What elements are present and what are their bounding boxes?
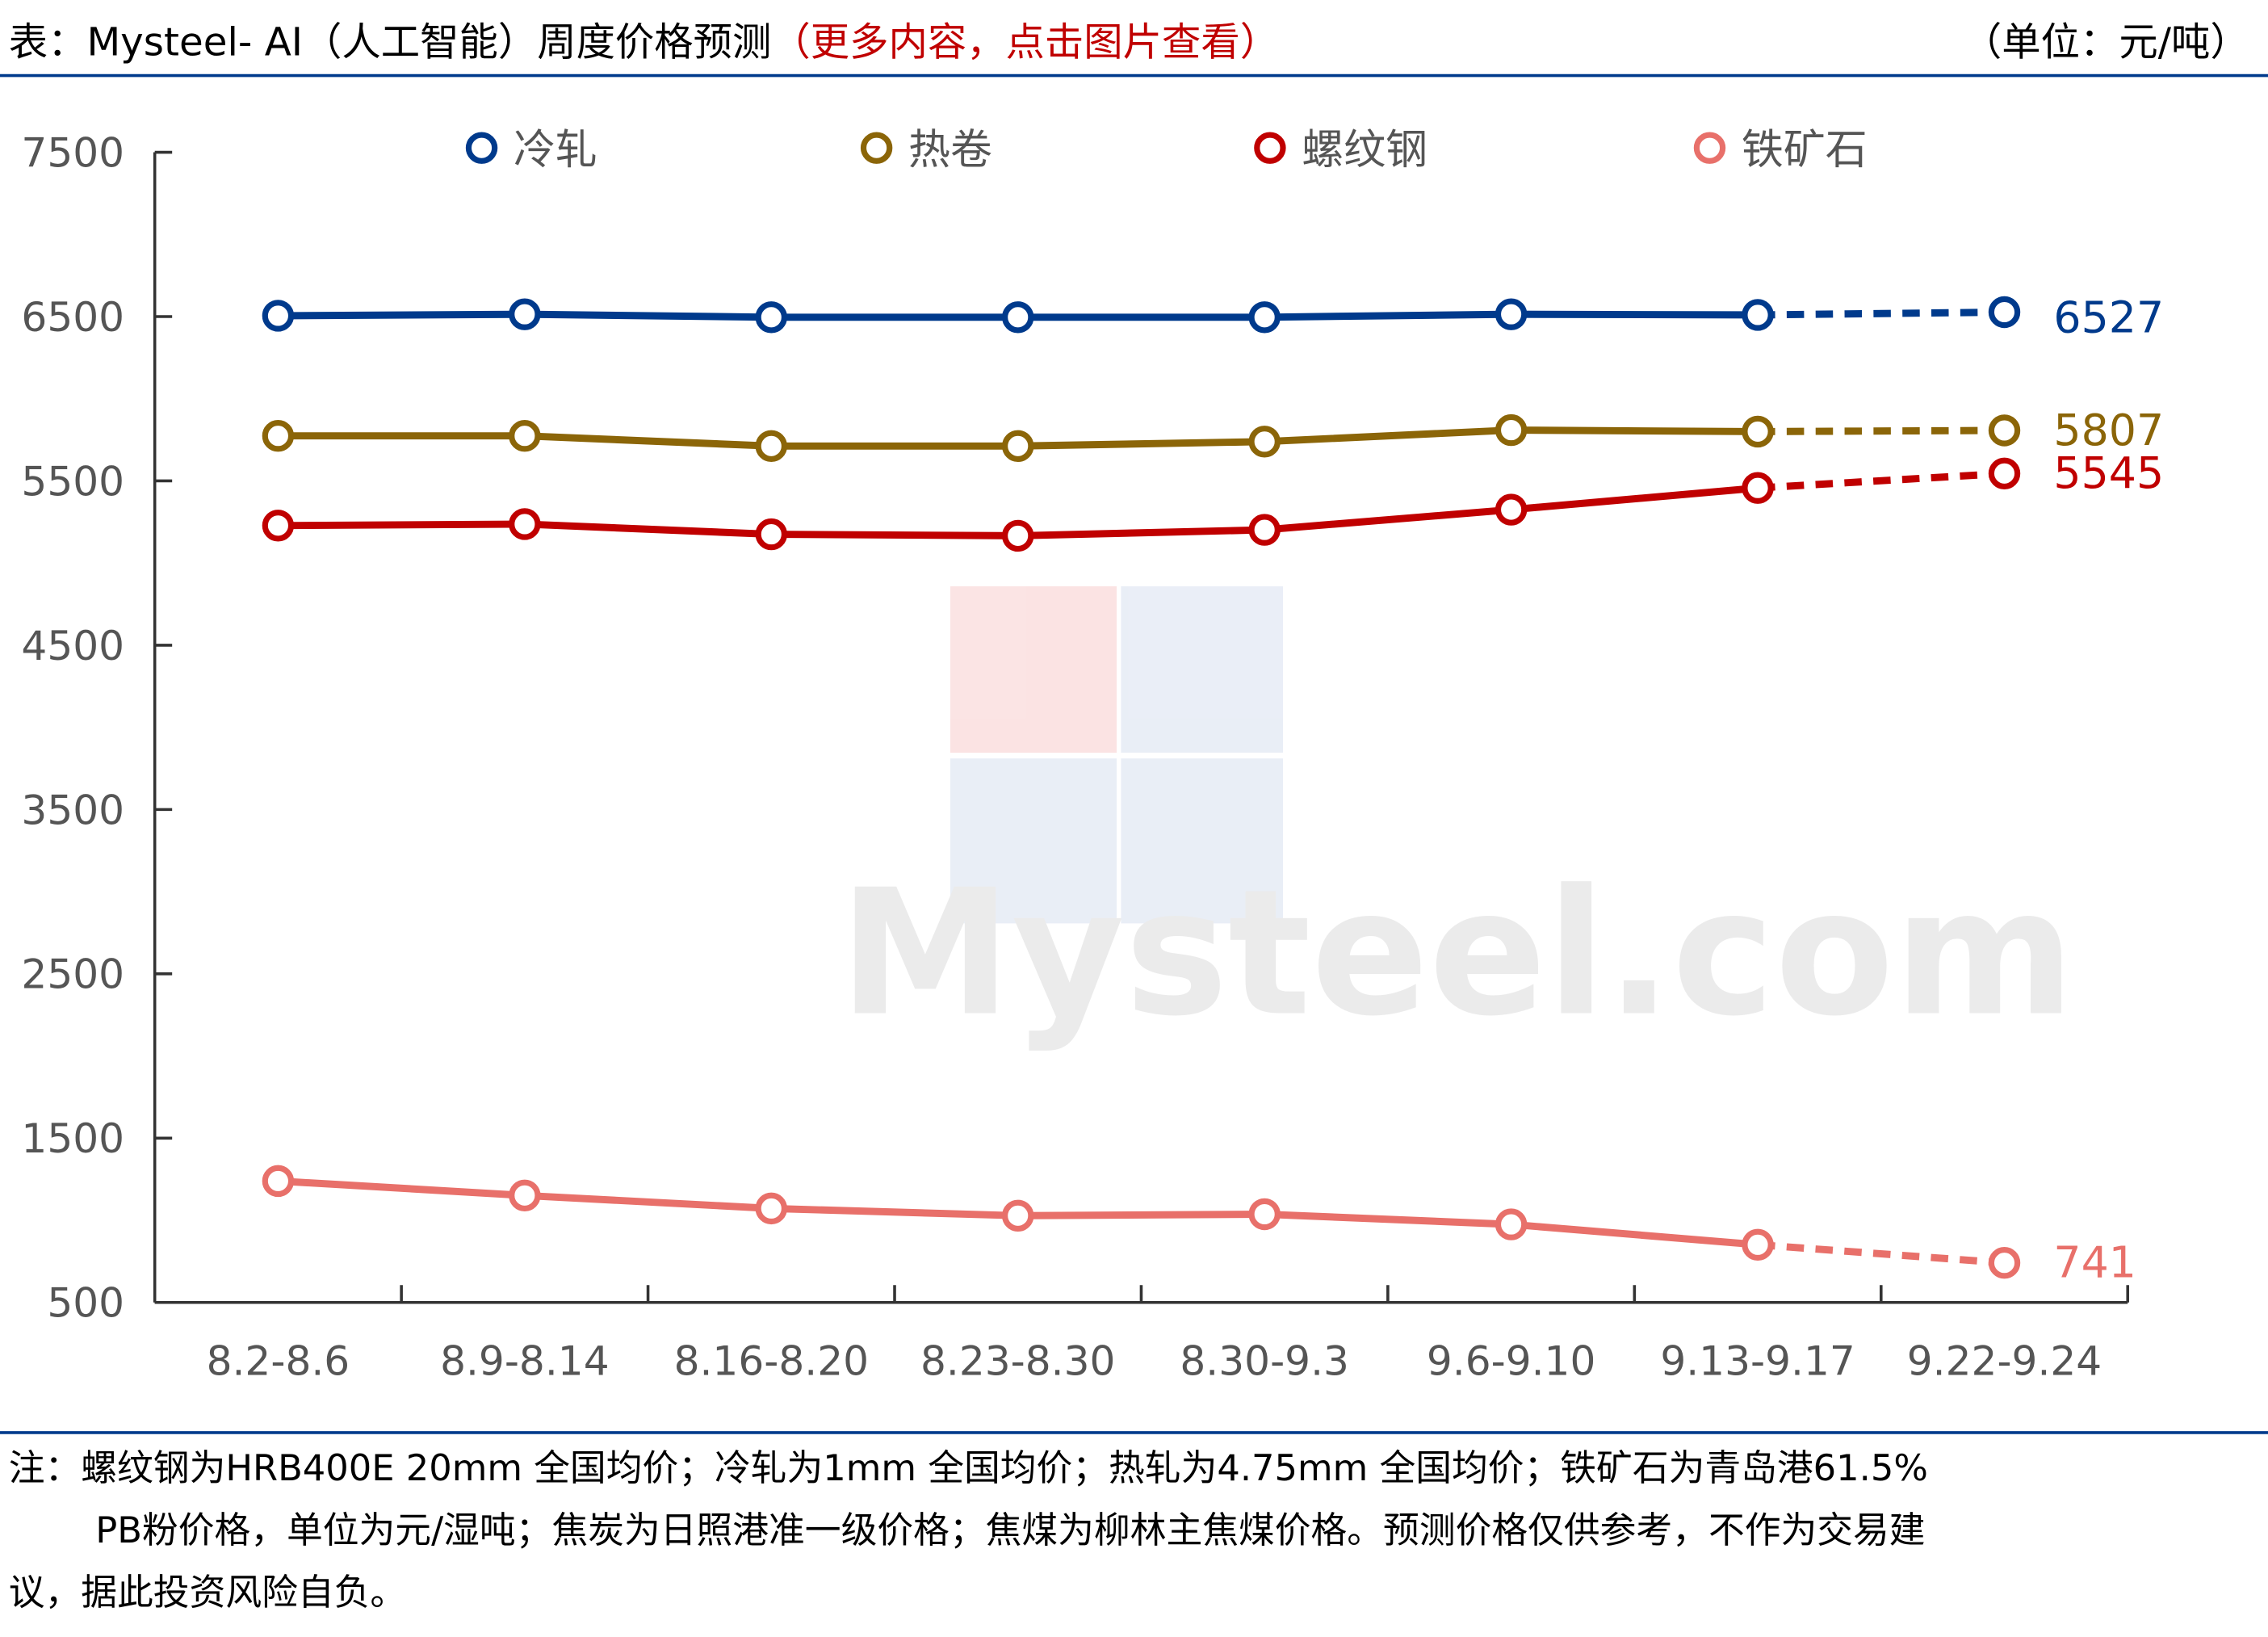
end-value-label: 5807	[2053, 405, 2164, 455]
data-point	[1988, 414, 2021, 447]
x-tick-label: 9.22-9.24	[1907, 1337, 2102, 1384]
legend-label: 螺纹钢	[1302, 126, 1427, 174]
data-point	[1742, 299, 1774, 331]
legend-marker-icon	[465, 132, 498, 164]
data-point	[1495, 413, 1528, 447]
footnote-line-1: 注：螺纹钢为HRB400E 20mm 全国均价；冷轧为1mm 全国均价；热轧为4…	[9, 1446, 1928, 1489]
footnote-line-2: PB粉价格，单位为元/湿吨；焦炭为日照港准一级价格；焦煤为柳林主焦煤价格。预测价…	[95, 1509, 1925, 1551]
legend-label: 铁矿石	[1742, 126, 1868, 174]
data-point	[509, 1179, 541, 1211]
series-line-forecast	[1758, 309, 2005, 319]
data-point	[262, 1165, 295, 1198]
legend-label: 冷轧	[514, 126, 597, 174]
legend: 冷轧 热卷 螺纹钢 铁矿石	[465, 126, 1868, 174]
data-point	[1248, 426, 1281, 458]
unit-label: （单位：元/吨）	[1963, 20, 2249, 65]
y-tick-label: 2500	[21, 951, 124, 998]
end-value-label: 5545	[2053, 447, 2164, 498]
watermark: Mysteel.com	[839, 586, 2075, 1054]
series-line-forecast	[1757, 469, 2005, 492]
x-tick-label: 9.6-9.10	[1427, 1337, 1596, 1384]
x-tick-label: 8.16-8.20	[674, 1337, 869, 1384]
data-point	[1002, 1199, 1034, 1232]
data-point	[1002, 301, 1034, 334]
series-line-forecast	[1758, 426, 2005, 435]
y-tick-label: 1500	[21, 1114, 124, 1162]
y-tick-label: 5500	[21, 457, 124, 505]
x-tick-label: 8.30-9.3	[1180, 1337, 1349, 1384]
data-point	[1248, 514, 1281, 546]
y-tick-label: 6500	[21, 293, 124, 341]
data-point	[262, 419, 295, 452]
data-point	[1248, 301, 1281, 334]
data-point	[755, 301, 787, 334]
data-point	[1742, 1228, 1774, 1261]
data-point	[509, 298, 541, 330]
data-point	[509, 508, 541, 540]
data-point	[1988, 1247, 2021, 1279]
data-point	[1742, 415, 1774, 448]
data-point	[1495, 493, 1528, 526]
axes: 500 1500 2500 3500 4500 5500 6500 7500 8.2-8.6 8.…	[21, 128, 2130, 1384]
x-tick-label: 8.9-8.14	[440, 1337, 610, 1384]
data-point	[262, 300, 295, 332]
data-point	[755, 1192, 787, 1225]
data-point	[509, 419, 541, 452]
data-point	[1495, 298, 1528, 330]
legend-label: 热卷	[908, 126, 992, 174]
data-point	[755, 430, 787, 463]
svg-text:Mysteel.com: Mysteel.com	[839, 851, 2075, 1054]
x-tick-label: 8.23-8.30	[920, 1337, 1115, 1384]
more-content-link[interactable]: （更多内容，点击图片查看）	[771, 20, 1279, 65]
legend-marker-icon	[860, 132, 893, 164]
legend-marker-icon	[1254, 132, 1286, 164]
data-point	[1248, 1198, 1281, 1231]
legend-marker-icon	[1693, 132, 1726, 164]
y-tick-label: 7500	[21, 128, 124, 176]
data-point	[1495, 1208, 1528, 1240]
data-point	[1988, 296, 2021, 329]
data-point	[1742, 472, 1774, 504]
x-tick-label: 9.13-9.17	[1660, 1337, 1855, 1384]
chart-title: 表：Mysteel- AI（人工智能）周度价格预测	[9, 20, 772, 65]
y-tick-label: 4500	[21, 622, 124, 669]
data-point	[1002, 519, 1034, 552]
data-point	[262, 510, 295, 542]
data-point	[1988, 457, 2021, 490]
footnote-line-3: 议，据此投资风险自负。	[9, 1571, 406, 1614]
end-value-label: 6527	[2053, 292, 2164, 343]
end-value-label: 741	[2053, 1237, 2136, 1288]
data-point	[755, 518, 787, 551]
x-tick-label: 8.2-8.6	[207, 1337, 350, 1384]
y-tick-label: 3500	[21, 786, 124, 833]
data-point	[1002, 430, 1034, 463]
series-line-forecast	[1757, 1240, 2005, 1267]
y-tick-label: 500	[47, 1279, 124, 1327]
